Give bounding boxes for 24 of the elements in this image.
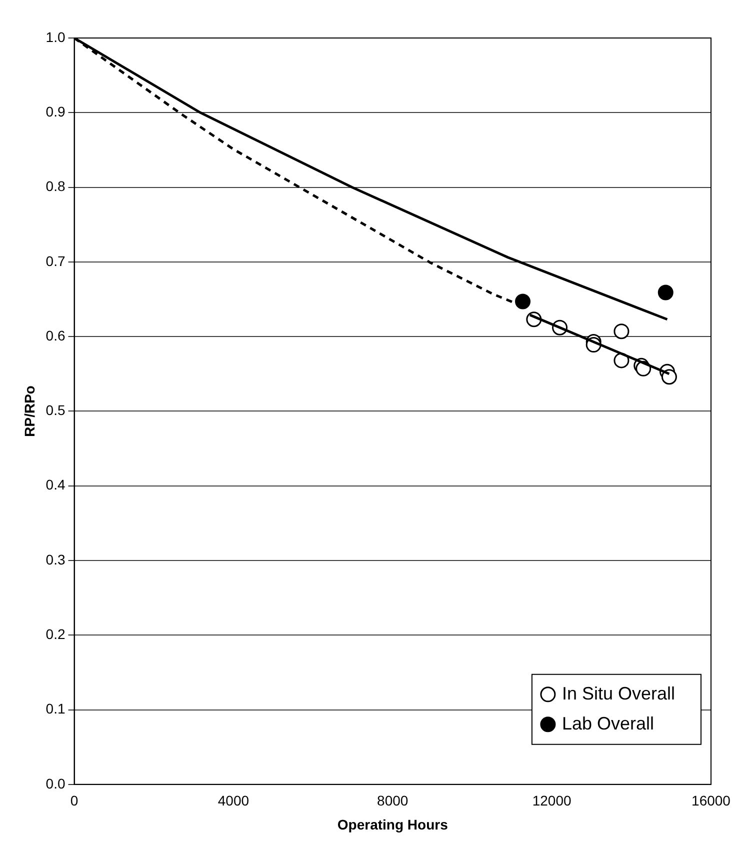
y-tick-label: 0.1	[46, 700, 66, 717]
point	[661, 369, 677, 385]
y-tick-label: 0.9	[46, 104, 66, 120]
y-tick-label: 0.7	[46, 252, 66, 269]
x-tick-label: 12000	[532, 792, 572, 809]
x-axis-title: Operating Hours	[337, 816, 448, 832]
legend-label: In Situ Overall	[562, 683, 675, 704]
x-tick-label: 0	[70, 792, 78, 809]
y-tick-label: 0.2	[46, 626, 66, 642]
x-tick-label: 4000	[218, 792, 250, 809]
point	[614, 324, 630, 340]
y-tick-label: 1.0	[46, 28, 66, 45]
legend-label: Lab Overall	[562, 713, 654, 734]
y-tick-label: 0.0	[46, 775, 66, 792]
y-tick-label: 0.8	[46, 178, 66, 194]
y-tick-label: 0.6	[46, 327, 66, 344]
y-axis-title: RP/RPo	[21, 386, 38, 437]
y-tick-label: 0.3	[46, 551, 66, 568]
point	[515, 294, 531, 310]
point	[658, 284, 674, 300]
x-tick-label: 8000	[377, 792, 408, 809]
y-tick-label: 0.5	[46, 402, 66, 418]
y-tick-label: 0.4	[46, 476, 66, 493]
x-tick-label: 16000	[692, 792, 731, 809]
